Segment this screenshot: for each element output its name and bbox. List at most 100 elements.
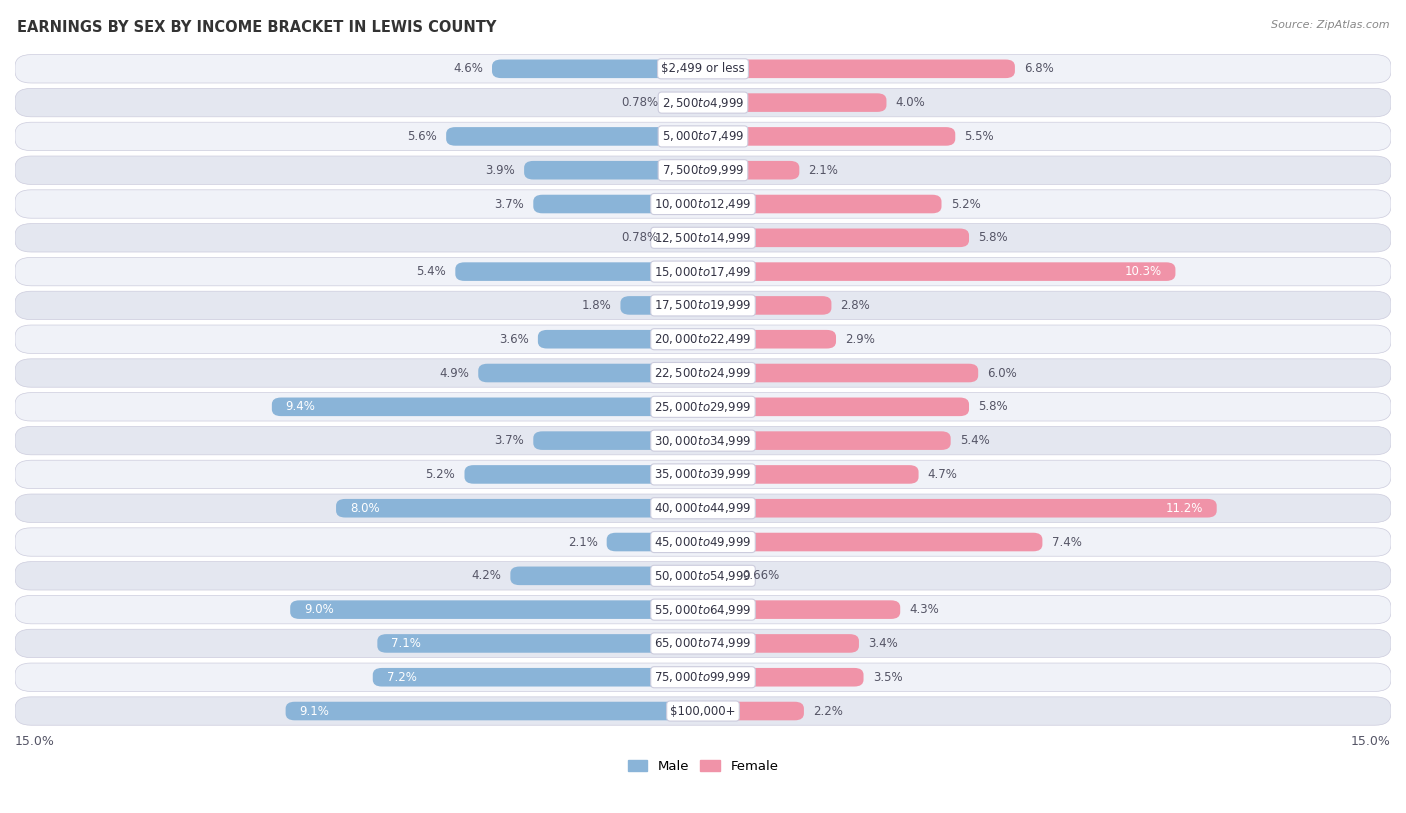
FancyBboxPatch shape [285, 702, 703, 720]
Text: 5.4%: 5.4% [960, 434, 990, 447]
Text: 7.1%: 7.1% [391, 637, 420, 650]
FancyBboxPatch shape [538, 330, 703, 349]
Text: 2.9%: 2.9% [845, 333, 875, 346]
FancyBboxPatch shape [703, 161, 800, 180]
FancyBboxPatch shape [15, 528, 1391, 556]
FancyBboxPatch shape [15, 189, 1391, 218]
FancyBboxPatch shape [446, 127, 703, 146]
Text: 3.6%: 3.6% [499, 333, 529, 346]
Text: 3.7%: 3.7% [495, 198, 524, 211]
Text: 4.3%: 4.3% [910, 603, 939, 616]
Text: $45,000 to $49,999: $45,000 to $49,999 [654, 535, 752, 549]
FancyBboxPatch shape [15, 224, 1391, 252]
Text: 3.9%: 3.9% [485, 163, 515, 176]
Text: 5.5%: 5.5% [965, 130, 994, 143]
FancyBboxPatch shape [15, 359, 1391, 387]
Text: 0.78%: 0.78% [621, 96, 658, 109]
Text: $35,000 to $39,999: $35,000 to $39,999 [654, 467, 752, 481]
Text: $25,000 to $29,999: $25,000 to $29,999 [654, 400, 752, 414]
FancyBboxPatch shape [15, 494, 1391, 523]
FancyBboxPatch shape [15, 325, 1391, 354]
Text: $30,000 to $34,999: $30,000 to $34,999 [654, 433, 752, 448]
FancyBboxPatch shape [668, 93, 703, 112]
FancyBboxPatch shape [478, 363, 703, 382]
Text: 4.6%: 4.6% [453, 63, 482, 76]
Text: $100,000+: $100,000+ [671, 705, 735, 718]
Text: $15,000 to $17,499: $15,000 to $17,499 [654, 264, 752, 279]
Text: 4.9%: 4.9% [439, 367, 470, 380]
Text: 3.4%: 3.4% [868, 637, 898, 650]
Text: $10,000 to $12,499: $10,000 to $12,499 [654, 197, 752, 211]
Text: $2,500 to $4,999: $2,500 to $4,999 [662, 96, 744, 110]
FancyBboxPatch shape [703, 567, 734, 585]
Text: 1.8%: 1.8% [582, 299, 612, 312]
FancyBboxPatch shape [373, 668, 703, 686]
FancyBboxPatch shape [533, 432, 703, 450]
FancyBboxPatch shape [703, 263, 1175, 281]
FancyBboxPatch shape [524, 161, 703, 180]
Text: 5.8%: 5.8% [979, 400, 1008, 413]
FancyBboxPatch shape [377, 634, 703, 653]
Text: 0.66%: 0.66% [742, 569, 780, 582]
FancyBboxPatch shape [15, 258, 1391, 286]
Text: $55,000 to $64,999: $55,000 to $64,999 [654, 602, 752, 616]
Text: 15.0%: 15.0% [15, 736, 55, 749]
FancyBboxPatch shape [606, 533, 703, 551]
Text: $50,000 to $54,999: $50,000 to $54,999 [654, 569, 752, 583]
Text: 7.2%: 7.2% [387, 671, 416, 684]
Text: 2.1%: 2.1% [568, 536, 598, 549]
Text: 2.8%: 2.8% [841, 299, 870, 312]
Text: $7,500 to $9,999: $7,500 to $9,999 [662, 163, 744, 177]
FancyBboxPatch shape [456, 263, 703, 281]
FancyBboxPatch shape [703, 296, 831, 315]
FancyBboxPatch shape [703, 465, 918, 484]
FancyBboxPatch shape [703, 398, 969, 416]
Text: $5,000 to $7,499: $5,000 to $7,499 [662, 129, 744, 143]
Text: 5.2%: 5.2% [950, 198, 980, 211]
Text: 6.8%: 6.8% [1024, 63, 1054, 76]
FancyBboxPatch shape [15, 54, 1391, 83]
Text: 3.7%: 3.7% [495, 434, 524, 447]
Text: $2,499 or less: $2,499 or less [661, 63, 745, 76]
Text: 2.1%: 2.1% [808, 163, 838, 176]
FancyBboxPatch shape [15, 629, 1391, 658]
FancyBboxPatch shape [15, 562, 1391, 590]
Text: 7.4%: 7.4% [1052, 536, 1081, 549]
Text: $17,500 to $19,999: $17,500 to $19,999 [654, 298, 752, 312]
FancyBboxPatch shape [290, 600, 703, 619]
Text: 9.1%: 9.1% [299, 705, 329, 718]
Text: 5.6%: 5.6% [408, 130, 437, 143]
FancyBboxPatch shape [703, 330, 837, 349]
FancyBboxPatch shape [703, 668, 863, 686]
FancyBboxPatch shape [703, 228, 969, 247]
FancyBboxPatch shape [703, 59, 1015, 78]
Text: 4.2%: 4.2% [471, 569, 501, 582]
FancyBboxPatch shape [15, 156, 1391, 185]
Text: 5.4%: 5.4% [416, 265, 446, 278]
FancyBboxPatch shape [703, 195, 942, 213]
FancyBboxPatch shape [703, 533, 1042, 551]
Text: 15.0%: 15.0% [1351, 736, 1391, 749]
Text: $75,000 to $99,999: $75,000 to $99,999 [654, 670, 752, 685]
Text: 4.0%: 4.0% [896, 96, 925, 109]
FancyBboxPatch shape [15, 663, 1391, 691]
FancyBboxPatch shape [15, 291, 1391, 320]
Text: 2.2%: 2.2% [813, 705, 844, 718]
Text: 11.2%: 11.2% [1166, 502, 1204, 515]
FancyBboxPatch shape [15, 697, 1391, 725]
Text: 5.8%: 5.8% [979, 232, 1008, 245]
Text: $20,000 to $22,499: $20,000 to $22,499 [654, 333, 752, 346]
FancyBboxPatch shape [533, 195, 703, 213]
FancyBboxPatch shape [668, 228, 703, 247]
Text: $22,500 to $24,999: $22,500 to $24,999 [654, 366, 752, 380]
Legend: Male, Female: Male, Female [623, 754, 783, 778]
FancyBboxPatch shape [703, 93, 886, 112]
FancyBboxPatch shape [703, 499, 1216, 518]
FancyBboxPatch shape [15, 89, 1391, 117]
Text: 9.0%: 9.0% [304, 603, 333, 616]
FancyBboxPatch shape [336, 499, 703, 518]
FancyBboxPatch shape [15, 427, 1391, 454]
Text: 6.0%: 6.0% [987, 367, 1017, 380]
Text: 3.5%: 3.5% [873, 671, 903, 684]
FancyBboxPatch shape [703, 363, 979, 382]
